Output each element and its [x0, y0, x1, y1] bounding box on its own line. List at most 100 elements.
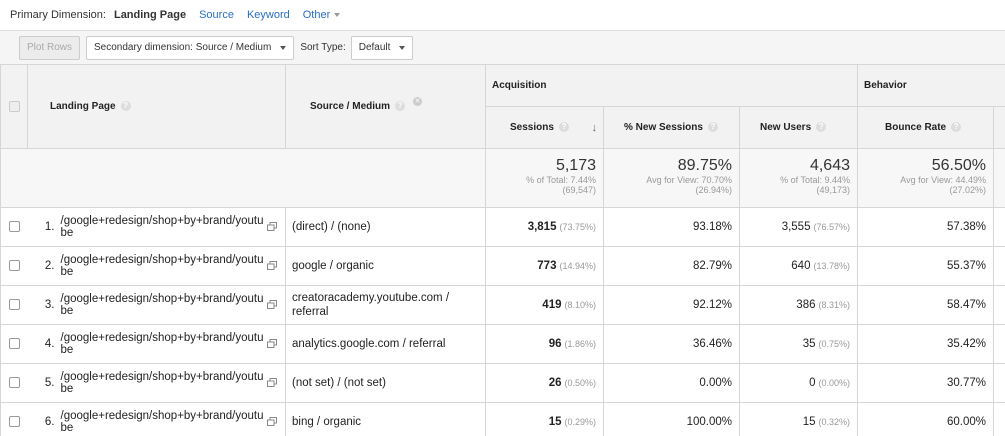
landing-page-header[interactable]: Landing Page?	[27, 64, 286, 149]
sessions-cell: 773 (14.94%)	[485, 246, 604, 286]
dimension-keyword[interactable]: Keyword	[246, 9, 290, 21]
open-external-icon[interactable]	[267, 300, 277, 309]
totals-bounce-rate-sub: Avg for View: 44.49%	[900, 175, 986, 185]
data-table-container: Landing Page? Source / Medium? ✕ Acquisit…	[0, 64, 1005, 436]
new-users-percent: (0.32%)	[818, 417, 850, 427]
row-checkbox[interactable]	[8, 416, 20, 428]
primary-dimension-bar: Primary Dimension: Landing Page Source K…	[0, 0, 1005, 30]
row-checkbox[interactable]	[8, 260, 20, 272]
totals-new-users-value: 4,643	[809, 157, 850, 174]
totals-new-users: 4,643 % of Total: 9.44% (49,173)	[739, 148, 858, 208]
plot-rows-button[interactable]: Plot Rows	[19, 35, 81, 60]
new-users-value: 386	[796, 299, 816, 311]
new-users-header[interactable]: New Users?	[739, 106, 858, 149]
sessions-percent: (0.29%)	[564, 417, 596, 427]
bounce-rate-cell: 55.37%	[857, 246, 994, 286]
sessions-value: 3,815	[527, 221, 557, 233]
new-users-cell: 640 (13.78%)	[739, 246, 858, 286]
source-medium-cell[interactable]: (direct) / (none)	[285, 207, 486, 247]
source-medium-header[interactable]: Source / Medium? ✕	[285, 64, 486, 149]
new-users-percent: (76.57%)	[813, 222, 850, 232]
open-external-icon[interactable]	[267, 339, 277, 348]
dimension-source[interactable]: Source	[199, 9, 234, 21]
row-checkbox[interactable]	[8, 221, 20, 233]
secondary-dimension-dropdown[interactable]: Secondary dimension: Source / Medium	[86, 35, 295, 60]
row-checkbox[interactable]	[8, 338, 20, 350]
sessions-cell: 26 (0.50%)	[485, 363, 604, 403]
row-rank: 6.	[27, 402, 61, 436]
row-rank: 1.	[27, 207, 61, 247]
totals-new-sessions-sub: Avg for View: 70.70%	[646, 175, 732, 185]
landing-page-cell: /google+redesign/shop+by+brand/youtube	[60, 363, 286, 403]
landing-page-link[interactable]: /google+redesign/shop+by+brand/youtube	[60, 254, 264, 278]
sessions-header[interactable]: Sessions? ↓	[485, 106, 604, 149]
new-users-percent: (13.78%)	[813, 261, 850, 271]
remove-dimension-icon[interactable]: ✕	[413, 97, 423, 106]
row-select-cell	[0, 324, 28, 364]
row-filler	[992, 324, 1005, 364]
sort-descending-icon[interactable]: ↓	[591, 121, 598, 134]
new-sessions-cell: 0.00%	[603, 363, 740, 403]
new-sessions-cell: 100.00%	[603, 402, 740, 436]
new-users-percent: (8.31%)	[818, 300, 850, 310]
landing-page-link[interactable]: /google+redesign/shop+by+brand/youtube	[60, 410, 264, 434]
open-external-icon[interactable]	[267, 222, 277, 231]
source-medium-cell[interactable]: google / organic	[285, 246, 486, 286]
source-medium-cell[interactable]: analytics.google.com / referral	[285, 324, 486, 364]
source-medium-cell[interactable]: creatoracademy.youtube.com / referral	[285, 285, 486, 325]
help-icon[interactable]: ?	[558, 121, 569, 132]
sort-type-dropdown[interactable]: Default	[350, 35, 414, 60]
table-row: 5. /google+redesign/shop+by+brand/youtub…	[0, 363, 1005, 403]
landing-page-link[interactable]: /google+redesign/shop+by+brand/youtube	[60, 332, 264, 356]
open-external-icon[interactable]	[267, 261, 277, 270]
bounce-rate-cell: 35.42%	[857, 324, 994, 364]
dimension-other-dropdown[interactable]: Other	[303, 9, 341, 21]
totals-new-sessions: 89.75% Avg for View: 70.70% (26.94%)	[603, 148, 740, 208]
sessions-cell: 419 (8.10%)	[485, 285, 604, 325]
landing-page-cell: /google+redesign/shop+by+brand/youtube	[60, 207, 286, 247]
help-icon[interactable]: ?	[951, 122, 962, 133]
new-users-value: 0	[809, 377, 816, 389]
help-icon[interactable]: ?	[120, 101, 131, 112]
open-external-icon[interactable]	[267, 417, 277, 426]
totals-row: 5,173 % of Total: 7.44% (69,547) 89.75% …	[0, 148, 1005, 208]
table-row: 2. /google+redesign/shop+by+brand/youtub…	[0, 246, 1005, 286]
landing-page-link[interactable]: /google+redesign/shop+by+brand/youtube	[60, 371, 264, 395]
landing-page-link[interactable]: /google+redesign/shop+by+brand/youtube	[60, 215, 264, 239]
sessions-percent: (1.86%)	[564, 339, 596, 349]
new-sessions-header[interactable]: % New Sessions?	[603, 106, 740, 149]
table-row: 3. /google+redesign/shop+by+brand/youtub…	[0, 285, 1005, 325]
help-icon[interactable]: ?	[707, 122, 718, 133]
row-select-cell	[0, 402, 28, 436]
dimension-landing-page[interactable]: Landing Page	[113, 9, 187, 21]
new-users-value: 15	[802, 416, 816, 428]
row-filler	[992, 207, 1005, 247]
source-medium-cell[interactable]: bing / organic	[285, 402, 486, 436]
totals-sessions-sub: % of Total: 7.44%	[526, 175, 596, 185]
totals-bounce-rate: 56.50% Avg for View: 44.49% (27.02%)	[857, 148, 994, 208]
landing-page-link[interactable]: /google+redesign/shop+by+brand/youtube	[60, 293, 264, 317]
bounce-rate-header[interactable]: Bounce Rate?	[857, 106, 994, 149]
sessions-percent: (14.94%)	[559, 261, 596, 271]
bounce-rate-cell: 58.47%	[857, 285, 994, 325]
totals-sessions-value: 5,173	[555, 157, 596, 174]
sessions-percent: (73.75%)	[559, 222, 596, 232]
row-checkbox[interactable]	[8, 299, 20, 311]
source-medium-cell[interactable]: (not set) / (not set)	[285, 363, 486, 403]
new-sessions-cell: 93.18%	[603, 207, 740, 247]
totals-new-sessions-sub2: (26.94%)	[695, 185, 732, 195]
row-rank: 4.	[27, 324, 61, 364]
chevron-down-icon	[334, 13, 341, 18]
table-row: 4. /google+redesign/shop+by+brand/youtub…	[0, 324, 1005, 364]
new-users-cell: 15 (0.32%)	[739, 402, 858, 436]
table-toolbar: Plot Rows Secondary dimension: Source / …	[0, 30, 1005, 64]
help-icon[interactable]: ?	[395, 101, 406, 112]
select-all-checkbox[interactable]	[8, 100, 20, 112]
row-filler	[992, 246, 1005, 286]
row-checkbox[interactable]	[8, 377, 20, 389]
header-filler	[992, 106, 1005, 149]
help-icon[interactable]: ?	[816, 122, 827, 133]
sessions-cell: 15 (0.29%)	[485, 402, 604, 436]
open-external-icon[interactable]	[267, 378, 277, 387]
totals-bounce-rate-sub2: (27.02%)	[949, 185, 986, 195]
